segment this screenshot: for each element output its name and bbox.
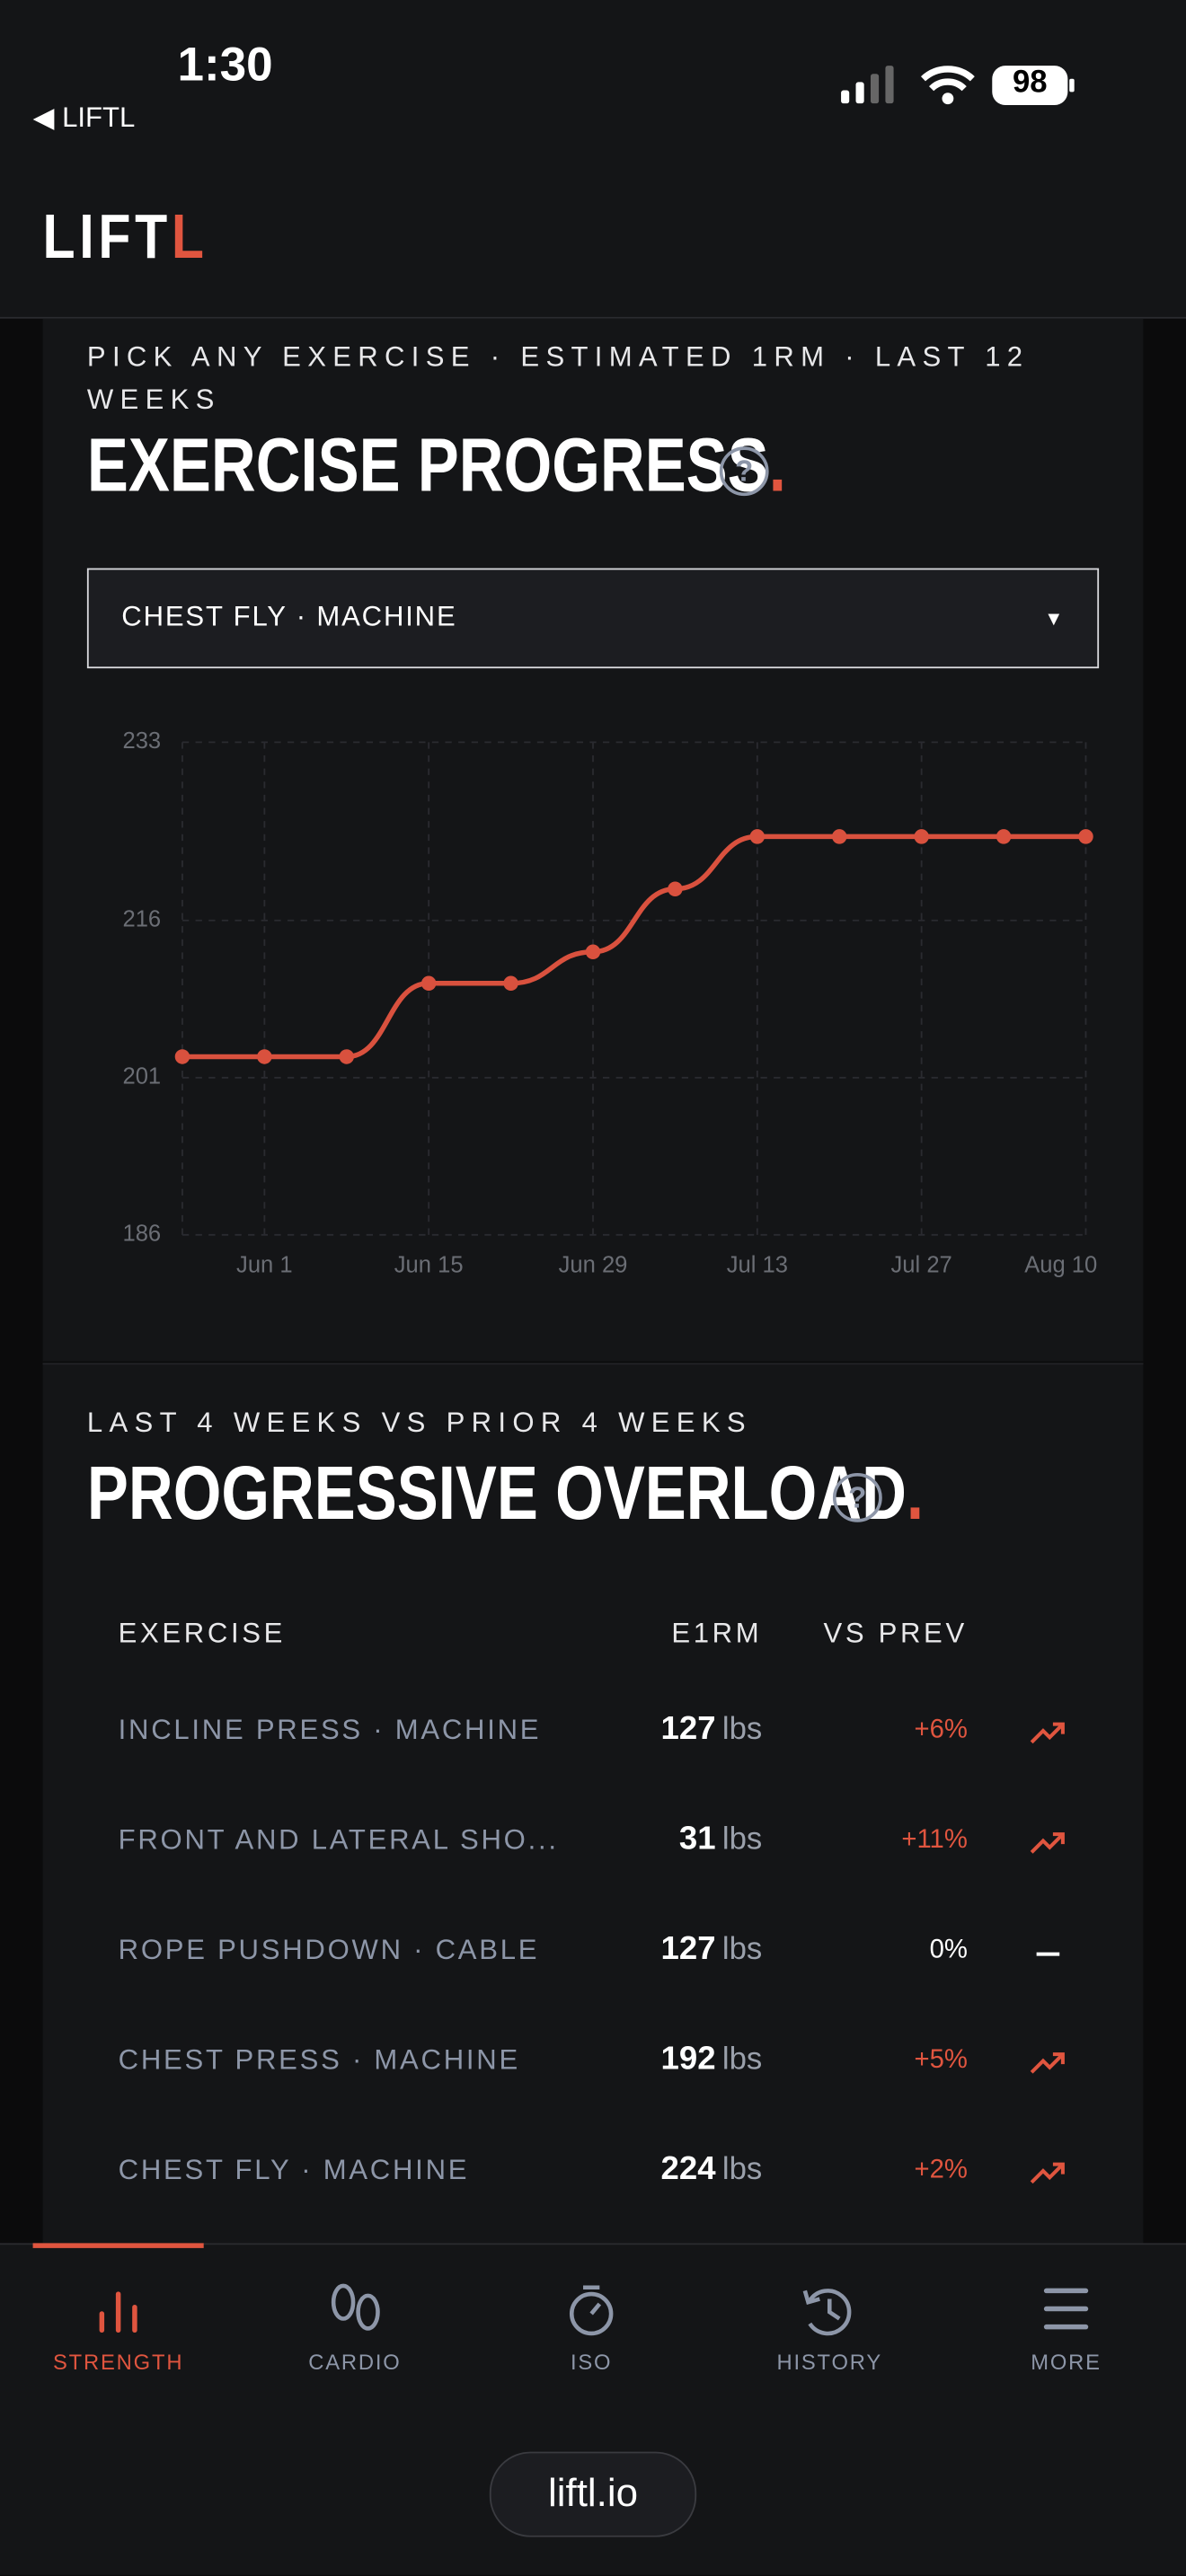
trend-icon: [1030, 1722, 1065, 1744]
exercise-name: FRONT AND LATERAL SHO...: [118, 1824, 559, 1856]
e1rm-value: 224: [660, 2151, 716, 2188]
e1rm-unit: lbs: [721, 1932, 763, 1968]
battery-level: 98: [1012, 66, 1048, 101]
e1rm-value: 31: [678, 1821, 716, 1857]
help-icon[interactable]: ?: [719, 446, 769, 497]
x-tick-label: Aug 10: [1024, 1252, 1097, 1277]
x-tick-label: Jul 27: [891, 1252, 952, 1277]
data-point: [420, 975, 437, 992]
change-value: +11%: [901, 1826, 968, 1855]
change-value: +2%: [914, 2156, 968, 2184]
data-point: [174, 1049, 190, 1064]
e1rm-unit: lbs: [721, 1712, 763, 1748]
data-point: [339, 1049, 354, 1064]
x-tick-label: Jun 15: [394, 1252, 464, 1277]
e1rm-value: 127: [660, 1711, 716, 1748]
nav-icons: [99, 2283, 1089, 2336]
e1rm-cell: 127 lbs: [492, 1931, 763, 1969]
x-tick-label: Jun 29: [559, 1252, 628, 1277]
section-title: PROGRESSIVE OVERLOAD.: [86, 1450, 925, 1536]
header-bg: [0, 0, 1186, 319]
e1rm-unit: lbs: [721, 2042, 763, 2078]
data-point: [257, 1049, 272, 1064]
e1rm-cell: 31 lbs: [492, 1822, 762, 1859]
trend-icon: [1030, 2162, 1065, 2184]
change-value: +5%: [914, 2046, 968, 2075]
help-icon[interactable]: ?: [832, 1472, 882, 1522]
y-tick-label: 233: [122, 728, 161, 754]
exercise-name: CHEST PRESS · MACHINE: [118, 2044, 520, 2076]
table-header: VS PREV: [823, 1617, 968, 1649]
y-tick-label: 216: [122, 907, 161, 932]
data-point: [996, 829, 1012, 844]
exercise-name: CHEST FLY · MACHINE: [118, 2154, 470, 2186]
nav-item[interactable]: ISO: [570, 2350, 613, 2375]
trend-icon: [1030, 2052, 1065, 2074]
nav-item[interactable]: STRENGTH: [52, 2350, 184, 2375]
data-point: [503, 975, 518, 992]
e1rm-cell: 224 lbs: [492, 2151, 763, 2189]
nav-item[interactable]: CARDIO: [308, 2350, 402, 2375]
line-series: [181, 834, 1086, 1060]
e1rm-value: 127: [660, 1931, 716, 1968]
e1rm-cell: 192 lbs: [492, 2041, 763, 2079]
status-time: 1:30: [177, 39, 273, 93]
overload-card: [42, 1363, 1144, 2247]
nav-item[interactable]: MORE: [1031, 2350, 1102, 2375]
exercise-name: ROPE PUSHDOWN · CABLE: [118, 1934, 540, 1966]
x-tick-label: Jun 1: [236, 1252, 293, 1277]
y-tick-label: 186: [122, 1222, 161, 1247]
data-point: [914, 829, 929, 844]
section-subtitle: LAST 4 WEEKS VS PRIOR 4 WEEKS: [86, 1407, 752, 1439]
table-header: EXERCISE: [118, 1617, 287, 1649]
exercise-name: INCLINE PRESS · MACHINE: [118, 1714, 542, 1746]
data-point: [668, 881, 683, 896]
section-title: EXERCISE PROGRESS.: [86, 421, 786, 507]
trend-icon: [1036, 1952, 1060, 1956]
trend-icon: [1030, 1832, 1065, 1854]
exercise-select[interactable]: [86, 568, 1100, 669]
url-pill[interactable]: liftl.io: [489, 2451, 697, 2537]
y-tick-label: 201: [122, 1064, 161, 1090]
data-point: [1078, 829, 1093, 844]
e1rm-value: 192: [660, 2041, 716, 2078]
app-logo[interactable]: LIFTL: [42, 203, 208, 273]
e1rm-unit: lbs: [721, 2152, 763, 2188]
select-value: CHEST FLY · MACHINE: [121, 601, 457, 632]
change-value: +6%: [914, 1716, 968, 1744]
x-tick-label: Jul 13: [727, 1252, 788, 1277]
data-point: [585, 944, 601, 959]
select-caret: ▾: [1048, 604, 1060, 631]
e1rm-cell: 127 lbs: [492, 1711, 763, 1749]
nav-item[interactable]: HISTORY: [776, 2350, 883, 2375]
status-icons: [841, 66, 1075, 106]
data-point: [832, 829, 847, 844]
table-header: E1RM: [671, 1617, 763, 1649]
change-value: 0%: [929, 1936, 968, 1964]
chart: 186 201 216 233 Jun 1 Jun 15 Jun 29 Jul 13 Jul 2…: [122, 728, 1097, 1277]
section-subtitle: PICK ANY EXERCISE · ESTIMATED 1RM · LAST…: [86, 341, 1030, 416]
e1rm-unit: lbs: [721, 1822, 763, 1857]
back-link[interactable]: ◀ LIFTL: [32, 101, 136, 134]
data-point: [749, 829, 766, 844]
active-indicator: [32, 2243, 204, 2248]
